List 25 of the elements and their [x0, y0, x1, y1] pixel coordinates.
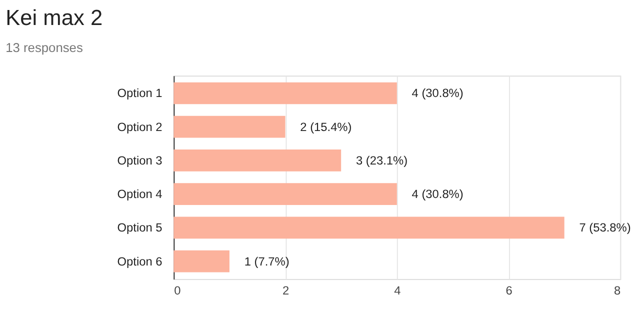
x-tick-label: 8: [614, 283, 622, 298]
data-label: 4 (30.8%): [412, 187, 464, 202]
bar: [174, 183, 397, 206]
x-tick-label: 6: [506, 283, 513, 298]
data-label: 2 (15.4%): [300, 120, 352, 134]
y-tick-label: Option 3: [117, 153, 163, 168]
y-tick-label: Option 6: [117, 254, 163, 268]
y-tick-label: Option 1: [117, 86, 163, 100]
bar: [174, 250, 230, 272]
y-tick-label: Option 5: [117, 220, 163, 235]
chart-title: Kei max 2: [6, 4, 103, 30]
text: 13 responses: [6, 40, 83, 55]
x-tick-label: 2: [282, 283, 290, 298]
data-label: 1 (7.7%): [244, 254, 290, 268]
x-tick-label: 4: [394, 283, 402, 298]
bar: [174, 82, 397, 104]
bar: [174, 216, 564, 239]
bar: [174, 150, 342, 172]
x-tick-label: 0: [174, 283, 182, 298]
data-label: 7 (53.8%): [579, 220, 631, 235]
data-label: 3 (23.1%): [356, 153, 408, 168]
bar: [174, 116, 286, 138]
y-tick-label: Option 2: [117, 120, 163, 134]
y-tick-label: Option 4: [117, 187, 163, 202]
data-label: 4 (30.8%): [412, 86, 464, 100]
